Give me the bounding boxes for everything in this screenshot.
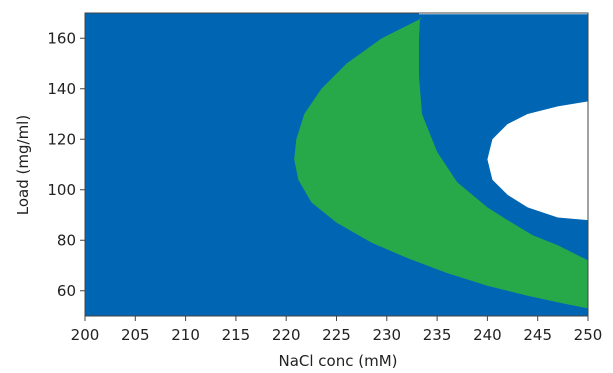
x-tick-label: 235: [423, 326, 452, 344]
y-tick-label: 140: [47, 80, 76, 98]
x-tick-label: 220: [272, 326, 301, 344]
y-axis-title: Load (mg/ml): [14, 115, 32, 215]
x-axis-title: NaCl conc (mM): [278, 352, 397, 370]
x-tick-label: 245: [523, 326, 552, 344]
x-tick-label: 215: [222, 326, 251, 344]
x-tick-label: 225: [322, 326, 351, 344]
x-axis: 200 205 210 215 220 225 230 235 240 245 250: [71, 316, 603, 344]
x-tick-label: 205: [121, 326, 150, 344]
x-tick-label: 240: [473, 326, 502, 344]
x-tick-label: 200: [71, 326, 100, 344]
region-green-1: [294, 18, 588, 309]
region-white-3: [487, 101, 588, 221]
x-tick-label: 210: [171, 326, 200, 344]
y-tick-label: 60: [57, 282, 76, 300]
y-tick-label: 100: [47, 181, 76, 199]
y-tick-label: 80: [57, 231, 76, 249]
y-axis: 60 80 100 120 140 160: [47, 29, 85, 300]
y-tick-label: 120: [47, 130, 76, 148]
plot-area: [85, 13, 588, 316]
x-tick-label: 230: [372, 326, 401, 344]
x-tick-label: 250: [574, 326, 603, 344]
y-tick-label: 160: [47, 29, 76, 47]
